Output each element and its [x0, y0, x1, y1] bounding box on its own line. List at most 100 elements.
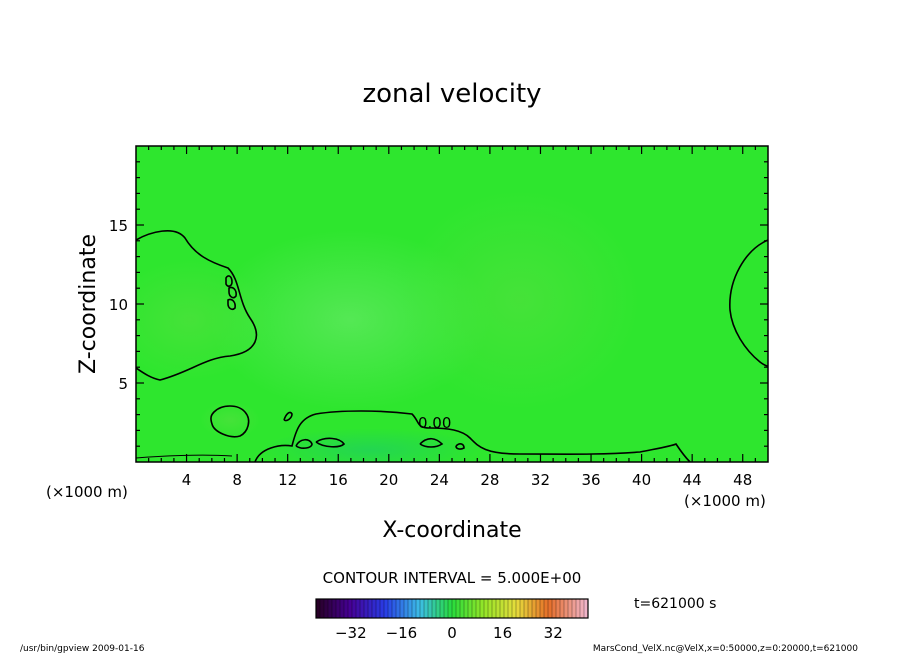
contour-line — [729, 239, 768, 367]
colorbar-tick-labels: −32 −16 0 16 32 — [335, 624, 563, 642]
plot-area: 0.00 — [136, 146, 768, 462]
colorbar-cell — [332, 599, 337, 618]
colorbar-cell — [316, 599, 321, 618]
colorbar-cell — [320, 599, 325, 618]
x-tick-labels: 4 8 12 16 20 24 28 32 36 40 44 48 — [182, 471, 752, 489]
colorbar-cell — [504, 599, 509, 618]
colorbar-tick-label: −32 — [335, 624, 367, 642]
field-shade — [260, 428, 480, 462]
colorbar-cell — [420, 599, 425, 618]
chart-title: zonal velocity — [362, 79, 541, 109]
colorbar-cell — [584, 599, 589, 618]
x-tick-label: 44 — [683, 471, 702, 489]
colorbar-cell — [444, 599, 449, 618]
colorbar-cell — [412, 599, 417, 618]
colorbar-cell — [376, 599, 381, 618]
colorbar-cell — [572, 599, 577, 618]
colorbar-cell — [408, 599, 413, 618]
colorbar-cell — [368, 599, 373, 618]
y-tick-label: 10 — [109, 296, 128, 314]
contour-line — [283, 411, 293, 422]
colorbar-cell — [532, 599, 537, 618]
colorbar-cell — [540, 599, 545, 618]
colorbar-cell — [484, 599, 489, 618]
colorbar-frame — [315, 598, 589, 619]
footer-right: MarsCond_VelX.nc@VelX,x=0:50000,z=0:2000… — [593, 644, 858, 654]
colorbar-cell — [548, 599, 553, 618]
colorbar-cell — [524, 599, 529, 618]
colorbar-cell — [556, 599, 561, 618]
x-tick-label: 12 — [278, 471, 297, 489]
colorbar-cell — [544, 599, 549, 618]
x-tick-label: 20 — [379, 471, 398, 489]
colorbar-cell — [356, 599, 361, 618]
contour-line — [225, 275, 233, 287]
contour-line — [210, 405, 250, 438]
field-shade — [400, 190, 640, 410]
colorbar-cell — [348, 599, 353, 618]
colorbar-tick-label: 16 — [493, 624, 512, 642]
axis-ticks — [136, 146, 768, 462]
colorbar-tick-label: 32 — [544, 624, 563, 642]
colorbar-cell — [392, 599, 397, 618]
colorbar-cell — [388, 599, 393, 618]
colorbar-cell — [492, 599, 497, 618]
x-tick-label: 40 — [632, 471, 651, 489]
y-tick-label: 15 — [109, 217, 128, 235]
x-unit-right: (×1000 m) — [684, 492, 766, 510]
colorbar-cell — [372, 599, 377, 618]
colorbar-cell — [496, 599, 501, 618]
colorbar-cell — [508, 599, 513, 618]
colorbar-cell — [360, 599, 365, 618]
contour-line — [136, 230, 258, 381]
colorbar-cell — [480, 599, 485, 618]
colorbar-cell — [452, 599, 457, 618]
field-shade — [136, 260, 270, 380]
contour-line — [228, 286, 237, 299]
y-tick-labels: 5 10 15 — [109, 217, 128, 393]
field-shade — [200, 402, 260, 438]
colorbar-cell — [416, 599, 421, 618]
colorbar-cell — [580, 599, 585, 618]
colorbar-cell — [404, 599, 409, 618]
colorbar-cell — [528, 599, 533, 618]
colorbar-cell — [448, 599, 453, 618]
time-label: t=621000 s — [634, 596, 716, 612]
contour-line — [455, 443, 465, 450]
x-tick-label: 4 — [182, 471, 192, 489]
colorbar-cell — [328, 599, 333, 618]
colorbar-cell — [456, 599, 461, 618]
x-unit-left: (×1000 m) — [46, 483, 128, 501]
contour-line — [295, 438, 313, 449]
colorbar-cell — [536, 599, 541, 618]
colorbar-cell — [432, 599, 437, 618]
colorbar-cell — [476, 599, 481, 618]
colorbar-cell — [364, 599, 369, 618]
colorbar — [315, 599, 589, 618]
colorbar-cell — [516, 599, 521, 618]
colorbar-cell — [336, 599, 341, 618]
x-tick-label: 48 — [733, 471, 752, 489]
y-tick-label: 5 — [118, 375, 128, 393]
colorbar-cell — [324, 599, 329, 618]
contour-line — [227, 298, 236, 311]
contour-interval: CONTOUR INTERVAL = 5.000E+00 — [323, 569, 582, 587]
colorbar-cell — [460, 599, 465, 618]
x-tick-label: 16 — [329, 471, 348, 489]
contour-lines — [136, 230, 768, 462]
colorbar-cell — [384, 599, 389, 618]
contour-line — [315, 437, 346, 448]
colorbar-cell — [400, 599, 405, 618]
colorbar-cell — [344, 599, 349, 618]
colorbar-cell — [440, 599, 445, 618]
contour-label: 0.00 — [418, 414, 451, 432]
contour-line — [136, 454, 233, 459]
colorbar-cell — [512, 599, 517, 618]
x-tick-label: 32 — [531, 471, 550, 489]
x-axis-label: X-coordinate — [382, 518, 521, 543]
x-tick-label: 28 — [480, 471, 499, 489]
x-tick-label: 24 — [430, 471, 449, 489]
colorbar-cell — [564, 599, 569, 618]
footer-left: /usr/bin/gpview 2009-01-16 — [20, 644, 145, 654]
